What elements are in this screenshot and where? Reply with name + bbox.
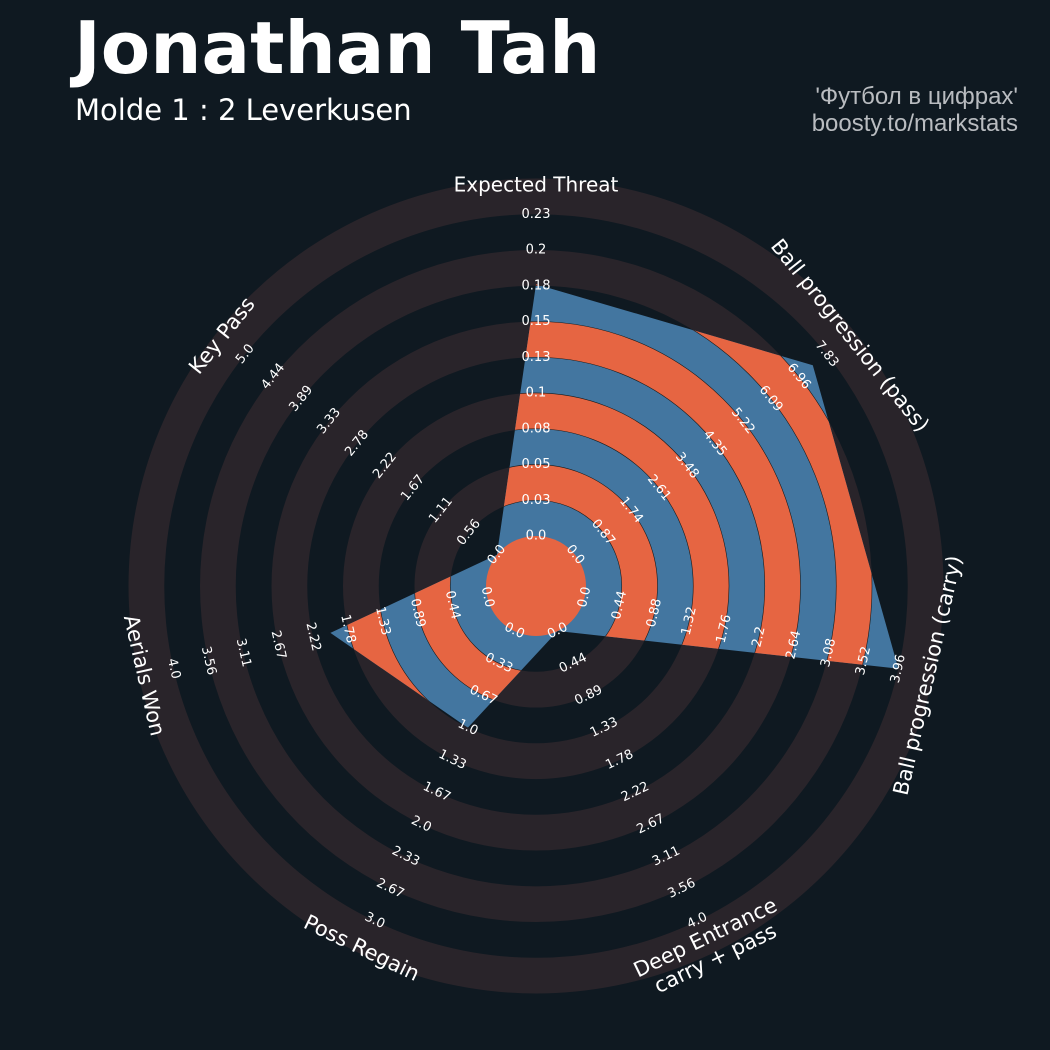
- tick-label: 0.1: [526, 386, 547, 401]
- tick-label: 0.13: [522, 350, 551, 365]
- polygon-hub: [486, 536, 586, 636]
- tick-label: 0.89: [407, 597, 428, 629]
- tick-label: 3.56: [198, 645, 219, 677]
- tick-label: 1.32: [679, 605, 700, 637]
- param-label: Expected Threat: [454, 172, 619, 196]
- tick-label: 0.44: [609, 589, 630, 621]
- tick-label: 1.76: [714, 613, 735, 645]
- tick-label: 0.23: [522, 207, 551, 222]
- tick-label: 0.18: [522, 278, 551, 293]
- param-label-line: Expected Threat: [454, 172, 619, 196]
- page-subtitle: Molde 1 : 2 Leverkusen: [75, 93, 412, 127]
- tick-label: 3.08: [818, 637, 839, 669]
- tick-label: 3.11: [233, 637, 254, 669]
- credit-line-1: 'Футбол в цифрах': [815, 83, 1018, 110]
- tick-label: 2.2: [749, 625, 768, 649]
- tick-label: 0.05: [522, 457, 551, 472]
- tick-label: 0.08: [522, 421, 551, 436]
- tick-label: 0.88: [644, 597, 665, 629]
- tick-label: 2.64: [783, 629, 804, 661]
- tick-label: 0.0: [526, 529, 547, 544]
- tick-label: 2.22: [302, 621, 323, 653]
- tick-label: 0.15: [522, 314, 551, 329]
- tick-label: 3.96: [888, 653, 909, 685]
- tick-label: 4.0: [164, 657, 183, 681]
- param-label: Deep Entrancecarry + pass: [630, 893, 791, 1003]
- tick-label: 0.44: [442, 589, 463, 621]
- tick-label: 0.2: [526, 243, 547, 258]
- tick-label: 0.03: [522, 493, 551, 508]
- tick-label: 3.52: [853, 645, 874, 677]
- page-title: Jonathan Tah: [74, 6, 601, 90]
- polygon-ring: [330, 321, 801, 728]
- tick-label: 0.0: [478, 585, 497, 609]
- tick-label: 0.0: [575, 585, 594, 609]
- tick-label: 1.78: [337, 613, 358, 645]
- credit-line-2: boosty.to/markstats: [811, 110, 1018, 137]
- tick-label: 2.67: [268, 629, 289, 661]
- tick-label: 1.33: [372, 605, 393, 637]
